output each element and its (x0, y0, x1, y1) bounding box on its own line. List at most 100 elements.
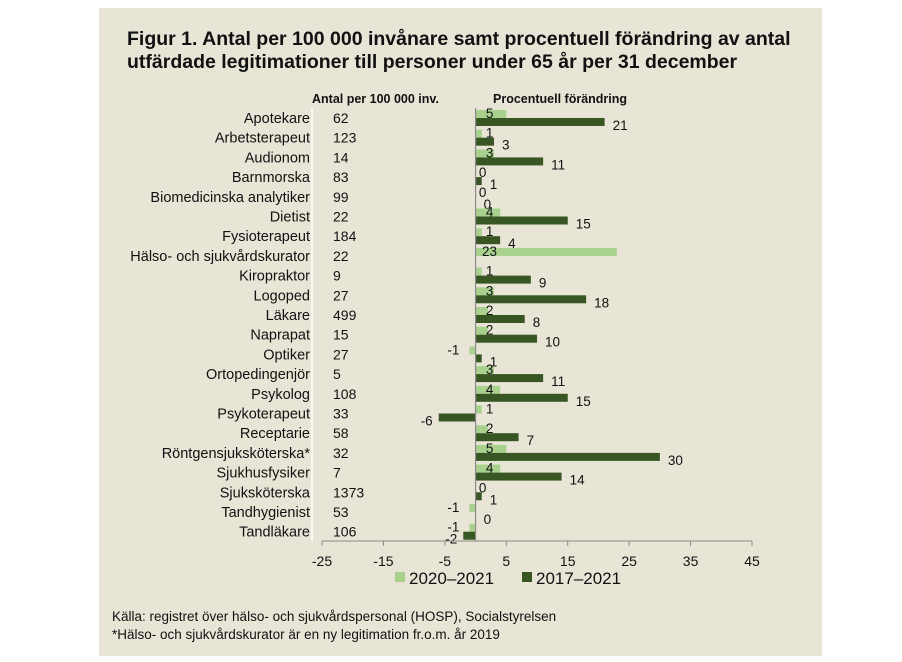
bar-2017-2021 (475, 374, 544, 383)
bar-2017-2021 (475, 472, 562, 481)
bar-2017-2021 (438, 413, 476, 422)
bar-2017-2021 (475, 492, 482, 501)
category-label: Psykoterapeut (217, 407, 310, 423)
bar-2017-2021 (475, 452, 660, 461)
category-label: Hälso- och sjukvårdskurator (130, 249, 310, 265)
count-value: 7 (333, 465, 341, 481)
bar-2020-2021 (475, 405, 482, 414)
label-2020-2021: 23 (482, 244, 497, 259)
bar-2017-2021 (475, 236, 501, 245)
count-value: 32 (333, 445, 349, 461)
count-value: 27 (333, 346, 349, 362)
count-value: 106 (333, 524, 357, 540)
label-2020-2021: 3 (486, 283, 494, 298)
bar-2017-2021 (475, 295, 587, 304)
category-label: Receptarie (240, 426, 310, 442)
legend-swatch-2020-2021 (395, 572, 405, 582)
bar-2020-2021 (475, 385, 501, 394)
category-label: Fysioterapeut (222, 229, 310, 245)
count-value: 22 (333, 248, 349, 264)
category-label: Dietist (270, 210, 310, 226)
bar-2017-2021 (475, 177, 482, 186)
category-label: Ortopedingenjör (206, 367, 310, 383)
x-tick-label: 15 (560, 553, 576, 569)
label-2017-2021: 14 (570, 473, 586, 488)
label-2017-2021: 9 (539, 276, 547, 291)
label-2020-2021: 2 (486, 303, 494, 318)
legend-label-2020-2021: 2020–2021 (409, 569, 494, 588)
source-line: Källa: registret över hälso- och sjukvår… (112, 609, 557, 624)
bar-2020-2021 (475, 366, 494, 375)
category-label: Naprapat (250, 328, 310, 344)
bar-2017-2021 (475, 393, 568, 402)
bar-2017-2021 (463, 531, 476, 540)
bar-2017-2021 (475, 354, 482, 363)
count-value: 9 (333, 268, 341, 284)
label-2020-2021: 0 (479, 165, 487, 180)
bar-2017-2021 (475, 315, 525, 323)
category-label: Logoped (254, 288, 310, 304)
source-note: Källa: registret över hälso- och sjukvår… (112, 608, 556, 644)
category-label: Läkare (266, 308, 310, 324)
count-value: 108 (333, 386, 357, 402)
count-value: 99 (333, 189, 349, 205)
count-value: 53 (333, 504, 349, 520)
label-2020-2021: 3 (486, 362, 494, 377)
label-2017-2021: 11 (551, 157, 565, 172)
category-label: Tandläkare (239, 525, 310, 541)
bar-2020-2021 (475, 129, 482, 138)
label-2017-2021: 4 (508, 236, 516, 251)
label-2017-2021: 7 (527, 433, 535, 448)
label-2020-2021: 4 (486, 461, 494, 476)
label-2017-2021: 1 (490, 354, 498, 369)
footnote-line: *Hälso- och sjukvårdskurator är en ny le… (112, 627, 500, 642)
category-label: Arbetsterapeut (215, 131, 310, 147)
bar-2020-2021 (475, 444, 507, 453)
legend-label-2017-2021: 2017–2021 (536, 569, 621, 588)
label-2020-2021: 1 (486, 402, 494, 417)
bar-2017-2021 (475, 118, 605, 126)
x-tick-label: -5 (439, 553, 452, 569)
bar-2017-2021 (475, 275, 531, 284)
x-tick-label: -25 (312, 553, 332, 569)
label-2020-2021: 3 (486, 145, 494, 160)
count-value: 62 (333, 110, 349, 126)
count-value: 22 (333, 209, 349, 225)
count-column-header: Antal per 100 000 inv. (312, 92, 439, 106)
label-2017-2021: 11 (551, 374, 565, 389)
count-value: 15 (333, 327, 349, 343)
count-value: 58 (333, 425, 349, 441)
bar-2017-2021 (475, 157, 544, 166)
count-value: 83 (333, 169, 349, 185)
bar-2020-2021 (475, 149, 494, 158)
legend-swatch-2017-2021 (522, 572, 532, 582)
bar-2020-2021 (475, 464, 501, 473)
figure-panel: Figur 1. Antal per 100 000 invånare samt… (99, 8, 822, 656)
count-value: 499 (333, 307, 357, 323)
category-label: Optiker (263, 347, 310, 363)
bar-2020-2021 (475, 267, 482, 276)
label-2017-2021: -2 (445, 532, 457, 547)
count-value: 5 (333, 366, 341, 382)
label-2020-2021: -1 (447, 520, 459, 535)
bar-2020-2021 (469, 504, 476, 512)
label-2020-2021: 5 (486, 441, 494, 456)
category-label: Barnmorska (232, 170, 311, 186)
bar-2020-2021 (475, 110, 507, 118)
bar-2020-2021 (469, 346, 476, 355)
label-2017-2021: 30 (668, 453, 683, 468)
label-2017-2021: 10 (545, 335, 560, 350)
bar-2020-2021 (475, 247, 617, 256)
count-value: 27 (333, 287, 349, 303)
change-column-header: Procentuell förändring (493, 92, 627, 106)
bar-2017-2021 (475, 334, 537, 343)
category-label: Kiropraktor (239, 269, 310, 285)
count-value: 1373 (333, 484, 364, 500)
label-2020-2021: 1 (486, 126, 494, 141)
bar-2020-2021 (475, 287, 494, 296)
category-label: Biomedicinska analytiker (150, 190, 310, 206)
category-label: Röntgensjuksköterska* (162, 446, 311, 462)
x-tick-label: 25 (621, 553, 637, 569)
label-2020-2021: 2 (486, 323, 494, 338)
bar-2020-2021 (475, 425, 488, 434)
